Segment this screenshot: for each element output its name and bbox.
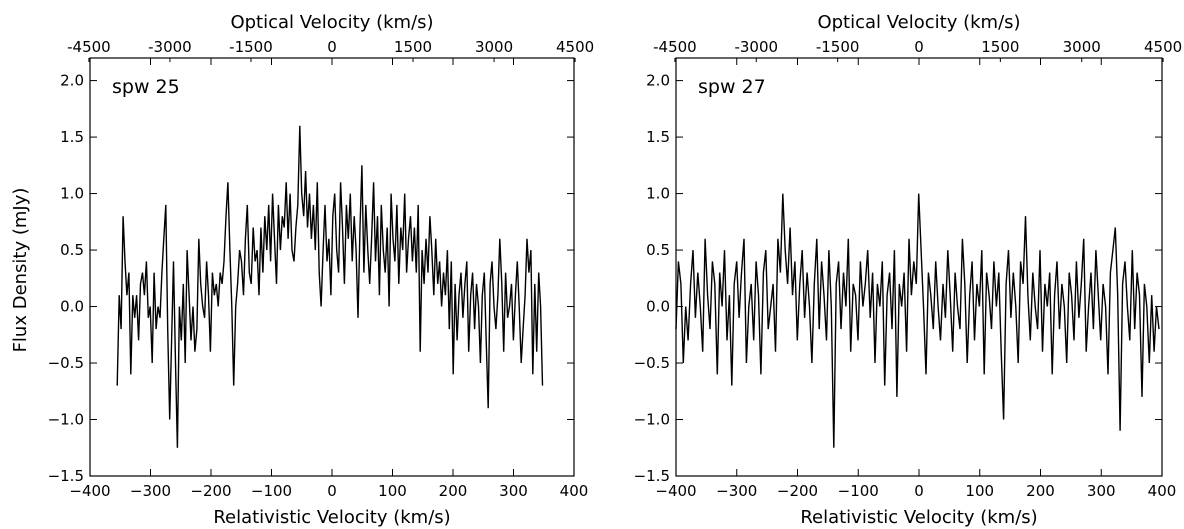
top-x-tick-label: 4500: [1144, 38, 1182, 56]
y-tick-label: −0.5: [634, 354, 670, 372]
y-tick-label: 2.0: [60, 72, 84, 90]
y-tick-label: −0.5: [48, 354, 84, 372]
plot-frame: [675, 57, 1163, 477]
x-tick-label: −300: [716, 482, 757, 500]
x-tick-label: 0: [914, 482, 924, 500]
y-tick-label: 1.0: [646, 185, 670, 203]
top-x-axis-label: Optical Velocity (km/s): [230, 12, 433, 33]
y-tick-label: 0.0: [646, 298, 670, 316]
x-tick-label: 400: [1148, 482, 1177, 500]
y-tick-label: 0.5: [646, 241, 670, 259]
y-tick-label: 0.0: [60, 298, 84, 316]
top-x-tick-label: 4500: [556, 38, 594, 56]
series-line-spw25: [116, 125, 544, 448]
y-tick-label: 1.0: [60, 185, 84, 203]
top-x-tick-label: -1500: [229, 38, 273, 56]
y-tick-label: −1.5: [634, 467, 670, 485]
x-tick-label: 200: [439, 482, 468, 500]
top-x-tick-label: -1500: [816, 38, 860, 56]
x-tick-label: 0: [327, 482, 337, 500]
x-tick-label: −400: [69, 482, 110, 500]
y-tick-label: −1.5: [48, 467, 84, 485]
x-tick-label: 400: [560, 482, 589, 500]
chart-panel-spw27: −400 −300 −200 −100 0 100 200 300 400 −1.5 −1.0 −0.…: [634, 12, 1183, 528]
top-x-tick-label: -4500: [653, 38, 697, 56]
y-tick-label: 1.5: [60, 128, 84, 146]
x-tick-label: 300: [1087, 482, 1116, 500]
x-tick-label: 100: [378, 482, 407, 500]
x-tick-label: 300: [499, 482, 528, 500]
y-tick-label: 2.0: [646, 72, 670, 90]
y-tick-label: −1.0: [634, 411, 670, 429]
x-tick-label: −300: [130, 482, 171, 500]
top-x-tick-label: 3000: [1063, 38, 1101, 56]
top-x-tick-label: 0: [327, 38, 337, 56]
x-axis-label: Relativistic Velocity (km/s): [800, 507, 1037, 528]
panel-label: spw 27: [698, 76, 766, 98]
top-x-tick-label: -3000: [148, 38, 192, 56]
top-x-tick-label: 1500: [394, 38, 432, 56]
top-x-tick-label: 0: [914, 38, 924, 56]
x-tick-label: 200: [1026, 482, 1055, 500]
series-line-spw27: [675, 193, 1160, 448]
top-x-tick-label: -4500: [67, 38, 111, 56]
x-axis-label: Relativistic Velocity (km/s): [213, 507, 450, 528]
top-x-tick-label: -3000: [734, 38, 778, 56]
x-tick-label: −200: [190, 482, 231, 500]
y-tick-label: 1.5: [646, 128, 670, 146]
x-tick-label: 100: [965, 482, 994, 500]
top-x-tick-label: 3000: [475, 38, 513, 56]
x-tick-label: −200: [777, 482, 818, 500]
x-tick-label: −400: [655, 482, 696, 500]
top-x-axis-label: Optical Velocity (km/s): [817, 12, 1020, 33]
shared-y-axis-label: Flux Density (mJy): [10, 188, 31, 353]
panel-label: spw 25: [112, 76, 180, 98]
y-tick-label: −1.0: [48, 411, 84, 429]
y-tick-label: 0.5: [60, 241, 84, 259]
x-tick-label: −100: [251, 482, 292, 500]
top-x-tick-label: 1500: [981, 38, 1019, 56]
x-tick-label: −100: [838, 482, 879, 500]
chart-panel-spw25: −400 −300 −200 −100 0 100 200 300 400 −1.5 −1.0 −0.…: [48, 12, 595, 528]
